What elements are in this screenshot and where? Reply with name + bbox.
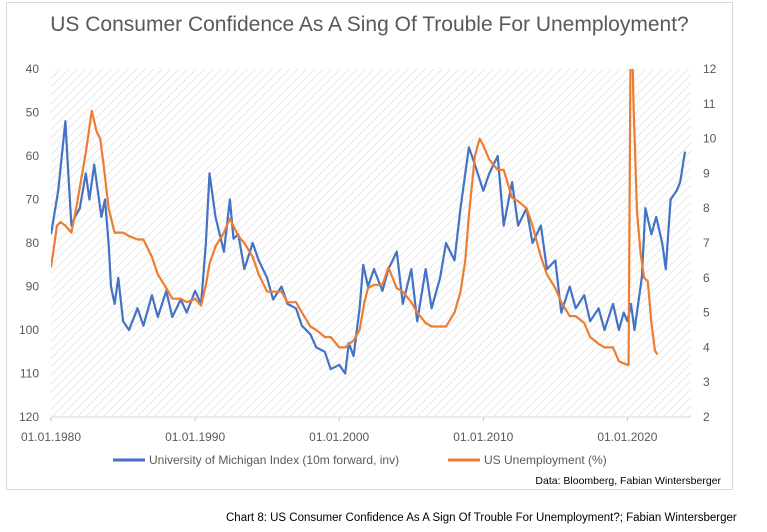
figure-caption: Chart 8: US Consumer Confidence As A Sig… (226, 512, 737, 524)
x-tick-label: 01.01.2000 (309, 430, 369, 444)
y-right-tick-label: 4 (703, 340, 710, 354)
plot-area (51, 69, 691, 417)
chart-frame: US Consumer Confidence As A Sing Of Trou… (6, 2, 733, 490)
y-right-tick-label: 7 (703, 236, 710, 250)
y-right-tick-label: 5 (703, 306, 710, 320)
y-left-tick-label: 110 (20, 367, 39, 381)
chart-title: US Consumer Confidence As A Sing Of Trou… (50, 13, 689, 36)
y-left-tick-label: 90 (26, 280, 40, 294)
y-right-tick-label: 2 (703, 410, 710, 424)
y-left-tick-label: 100 (19, 323, 39, 337)
y-left-tick-label: 120 (19, 410, 39, 424)
x-tick-label: 01.01.2020 (597, 430, 657, 444)
y-right-tick-label: 6 (703, 271, 710, 285)
y-right-tick-label: 9 (703, 166, 710, 180)
y-left-tick-label: 40 (26, 62, 40, 76)
x-tick-label: 01.01.2010 (453, 430, 513, 444)
y-left-tick-label: 70 (26, 193, 40, 207)
y-right-tick-label: 12 (703, 62, 717, 76)
legend: University of Michigan Index (10m forwar… (113, 453, 607, 467)
y-left-tick-label: 60 (26, 149, 40, 163)
legend-label-michigan: University of Michigan Index (10m forwar… (149, 453, 399, 467)
legend-label-unemployment: US Unemployment (%) (484, 453, 607, 467)
y-left-tick-label: 80 (26, 236, 40, 250)
source-note: Data: Bloomberg, Fabian Wintersberger (535, 475, 721, 487)
y-right-tick-label: 8 (703, 201, 710, 215)
series-line-unemployment (51, 69, 659, 366)
y-right-tick-label: 10 (703, 132, 717, 146)
y-left-tick-label: 50 (26, 106, 40, 120)
y-right-tick-label: 11 (703, 97, 716, 111)
x-tick-label: 01.01.1980 (21, 430, 81, 444)
y-right-tick-label: 3 (703, 375, 710, 389)
line-chart: 40 50 60 70 80 90 100 110 120 2 3 4 5 6 7 8 9 10 11 12 01.01… (19, 62, 722, 487)
x-tick-label: 01.01.1990 (165, 430, 225, 444)
series-line-michigan-index (51, 120, 687, 375)
